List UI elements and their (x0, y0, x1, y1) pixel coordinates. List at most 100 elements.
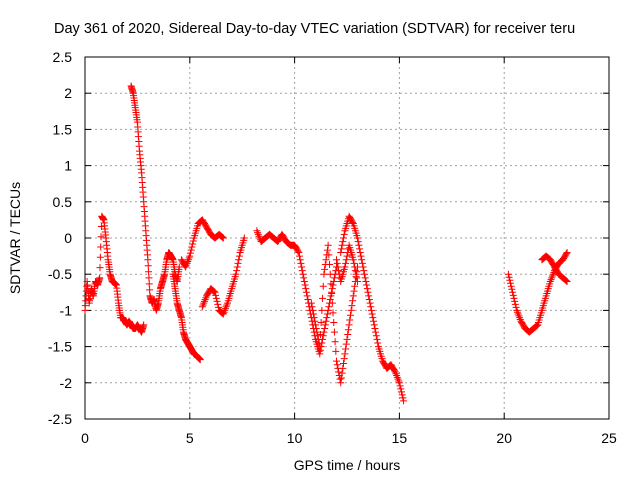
data-point (512, 303, 520, 311)
data-point (145, 280, 153, 288)
data-point (218, 233, 226, 241)
data-point (511, 297, 519, 305)
data-point (198, 303, 206, 311)
data-point (327, 280, 335, 288)
data-point (332, 347, 340, 355)
data-point (182, 263, 190, 271)
data-point (349, 292, 357, 300)
data-point (364, 288, 372, 296)
data-point (340, 355, 348, 363)
data-point (144, 262, 152, 270)
data-point (298, 267, 306, 275)
data-points (81, 82, 571, 405)
data-point (391, 367, 399, 375)
data-point (200, 299, 208, 307)
data-point (336, 375, 344, 383)
data-point (533, 321, 541, 329)
data-point (354, 238, 362, 246)
data-point (514, 310, 522, 318)
data-point (184, 258, 192, 266)
data-point (212, 294, 220, 302)
data-point (547, 276, 555, 284)
data-point (515, 312, 523, 320)
data-point (341, 263, 349, 271)
data-point (563, 277, 571, 285)
data-point (214, 300, 222, 308)
data-point (189, 240, 197, 248)
data-point (333, 361, 341, 369)
data-point (200, 297, 208, 305)
data-point (369, 314, 377, 322)
data-point (233, 263, 241, 271)
data-point (300, 277, 308, 285)
data-point (214, 303, 222, 311)
y-tick-label: 0.5 (53, 194, 73, 210)
data-point (213, 297, 221, 305)
y-tick-label: -1.5 (48, 339, 72, 355)
data-point (367, 303, 375, 311)
data-point (372, 332, 380, 340)
data-point (509, 291, 517, 299)
data-point (358, 256, 366, 264)
data-point (324, 306, 332, 314)
data-point (355, 241, 363, 249)
data-point (506, 279, 514, 287)
data-point (340, 234, 348, 242)
data-point (396, 382, 404, 390)
data-point (312, 325, 320, 332)
data-point (328, 285, 336, 293)
data-point (196, 356, 204, 364)
data-point (330, 328, 338, 336)
x-tick-label: 10 (287, 430, 303, 446)
data-point (366, 299, 374, 307)
data-point (235, 252, 243, 260)
data-point (295, 252, 303, 260)
data-point (563, 248, 571, 256)
data-point (210, 287, 218, 295)
data-point (356, 248, 364, 256)
data-point (253, 227, 261, 235)
data-point (219, 234, 227, 242)
data-point (362, 277, 370, 285)
data-point (210, 288, 218, 296)
data-point (343, 252, 351, 260)
data-point (302, 285, 310, 293)
data-point (303, 292, 311, 300)
data-point (254, 230, 262, 238)
data-point (371, 325, 379, 332)
data-point (394, 375, 402, 383)
data-point (323, 314, 331, 322)
data-point (397, 385, 405, 393)
data-point (548, 274, 556, 282)
data-point (146, 286, 154, 294)
data-point (310, 314, 318, 322)
grid (85, 57, 609, 419)
y-tick-label: -2.5 (48, 411, 72, 427)
data-point (337, 374, 345, 382)
data-point (326, 270, 334, 278)
data-point (393, 373, 401, 381)
x-tick-label: 0 (81, 430, 89, 446)
data-point (321, 325, 329, 332)
data-point (399, 394, 407, 402)
data-point (546, 277, 554, 285)
data-point (335, 267, 343, 275)
data-point (372, 328, 380, 336)
data-point (145, 268, 153, 276)
data-point (340, 230, 348, 238)
data-point (301, 281, 309, 289)
data-point (508, 285, 516, 293)
data-point (513, 308, 521, 316)
data-point (321, 265, 329, 273)
data-point (516, 314, 524, 322)
data-point (357, 252, 365, 260)
data-point (235, 256, 243, 264)
data-point (393, 372, 401, 380)
data-point (309, 306, 317, 314)
data-point (342, 256, 350, 264)
data-point (397, 388, 405, 396)
data-point (221, 305, 229, 313)
data-point (350, 287, 358, 295)
data-point (350, 259, 358, 267)
data-point (509, 288, 517, 296)
